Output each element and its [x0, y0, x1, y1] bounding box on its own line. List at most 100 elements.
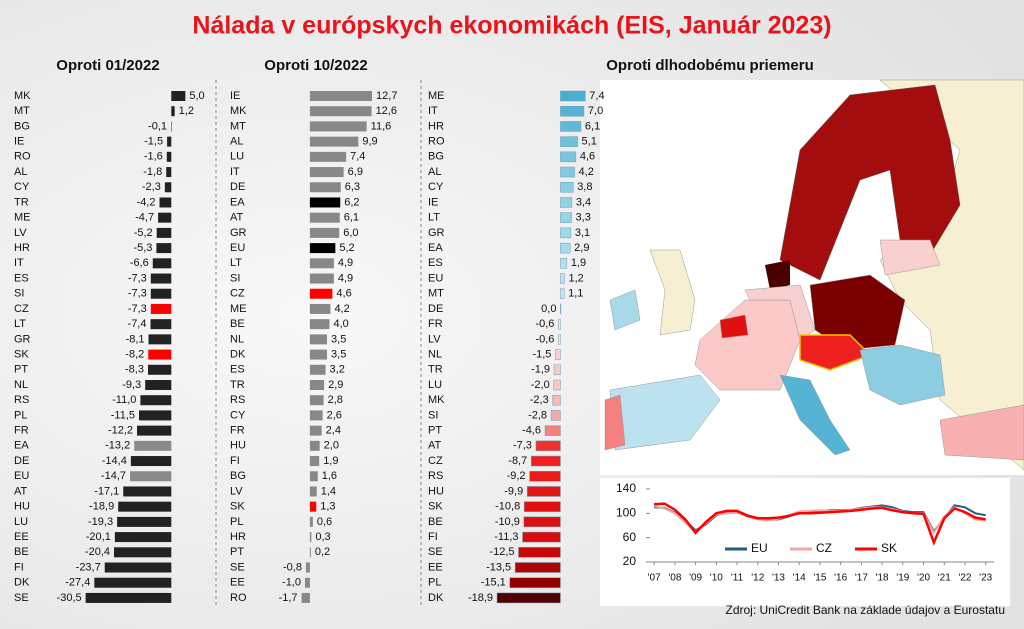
category-label: LV [14, 227, 27, 239]
value-label: 4,2 [334, 303, 349, 315]
x-tick-label: '23 [979, 573, 992, 584]
bar [309, 151, 347, 162]
bar [148, 349, 172, 360]
bar [555, 349, 561, 360]
bar [309, 243, 336, 254]
value-label: -18,9 [89, 501, 114, 513]
category-label: IT [14, 257, 24, 269]
bar [309, 440, 320, 451]
bar [560, 227, 572, 239]
category-label: PT [230, 546, 244, 558]
map-country [939, 404, 1024, 461]
x-tick-label: '07 [648, 573, 661, 584]
category-label: RS [14, 394, 29, 406]
bar [137, 425, 172, 436]
category-label: DE [14, 455, 29, 467]
map-country [609, 289, 641, 331]
bar [309, 486, 317, 497]
category-label: CZ [14, 303, 29, 315]
category-label: EU [428, 272, 443, 284]
legend-label: CZ [816, 541, 832, 555]
bar [550, 410, 561, 421]
category-label: DK [428, 592, 444, 604]
bar [309, 395, 324, 406]
value-label: 0,6 [317, 516, 332, 528]
category-label: AT [230, 212, 244, 224]
category-label: RO [230, 592, 247, 604]
value-label: 1,4 [321, 485, 336, 497]
bar [166, 151, 172, 162]
y-tick-label: 60 [623, 530, 637, 544]
value-label: 4,0 [333, 318, 348, 330]
category-label: GR [230, 227, 247, 239]
bar [496, 592, 561, 604]
value-label: -9,3 [122, 379, 141, 391]
category-label: BG [230, 470, 246, 482]
bar [309, 501, 317, 512]
category-label: EA [14, 440, 29, 452]
category-label: BE [428, 516, 443, 528]
value-label: -23,7 [76, 561, 101, 573]
map-country [765, 260, 790, 290]
bar [134, 440, 172, 451]
category-label: TR [14, 196, 29, 208]
bar [309, 334, 328, 345]
bar [309, 349, 328, 360]
value-label: 6,1 [585, 120, 600, 132]
value-label: 3,3 [576, 212, 591, 224]
bar [159, 197, 172, 208]
x-tick-label: '22 [958, 573, 971, 584]
value-label: -7,3 [128, 288, 147, 300]
bar [560, 136, 578, 147]
bar [309, 106, 372, 117]
value-label: -2,0 [531, 379, 550, 391]
category-label: IE [428, 196, 438, 208]
value-label: 0,0 [541, 303, 556, 315]
y-tick-label: 100 [616, 506, 636, 520]
category-label: GR [14, 333, 31, 345]
bar [309, 288, 333, 299]
value-label: -1,5 [532, 348, 551, 360]
legend-label: EU [751, 541, 768, 555]
value-label: -9,2 [507, 470, 526, 482]
value-label: 12,6 [376, 105, 397, 117]
bar [118, 501, 172, 512]
value-label: -1,7 [279, 592, 298, 604]
bar [309, 532, 312, 543]
map-country [779, 374, 851, 456]
value-label: 4,6 [580, 151, 595, 163]
value-label: -0,6 [535, 333, 554, 345]
category-label: EA [230, 196, 245, 208]
bar [560, 151, 577, 163]
bar [156, 243, 172, 254]
x-tick-label: '12 [751, 573, 764, 584]
category-label: LV [230, 485, 243, 497]
value-label: -2,3 [142, 181, 161, 193]
bar [164, 182, 172, 193]
bar [139, 410, 172, 421]
value-label: -0,1 [148, 120, 167, 132]
value-label: 0,2 [315, 546, 330, 558]
value-label: 1,6 [322, 470, 337, 482]
x-tick-label: '21 [938, 573, 951, 584]
value-label: 2,4 [326, 425, 341, 437]
category-label: ME [230, 303, 247, 315]
value-label: 6,9 [348, 166, 363, 178]
category-label: TR [428, 364, 443, 376]
value-label: 7,4 [589, 90, 604, 102]
value-label: 4,2 [579, 166, 594, 178]
category-label: EU [230, 242, 245, 254]
category-label: HR [14, 242, 30, 254]
bar [309, 516, 313, 527]
map-country [719, 314, 749, 339]
value-label: -2,8 [528, 409, 547, 421]
value-label: -0,6 [535, 318, 554, 330]
value-label: 1,9 [323, 455, 338, 467]
category-label: HU [428, 485, 444, 497]
value-label: -12,5 [489, 546, 514, 558]
value-label: -13,5 [486, 561, 511, 573]
bar [309, 471, 318, 482]
bar [166, 167, 172, 178]
bar [309, 547, 311, 558]
category-label: SE [230, 561, 245, 573]
